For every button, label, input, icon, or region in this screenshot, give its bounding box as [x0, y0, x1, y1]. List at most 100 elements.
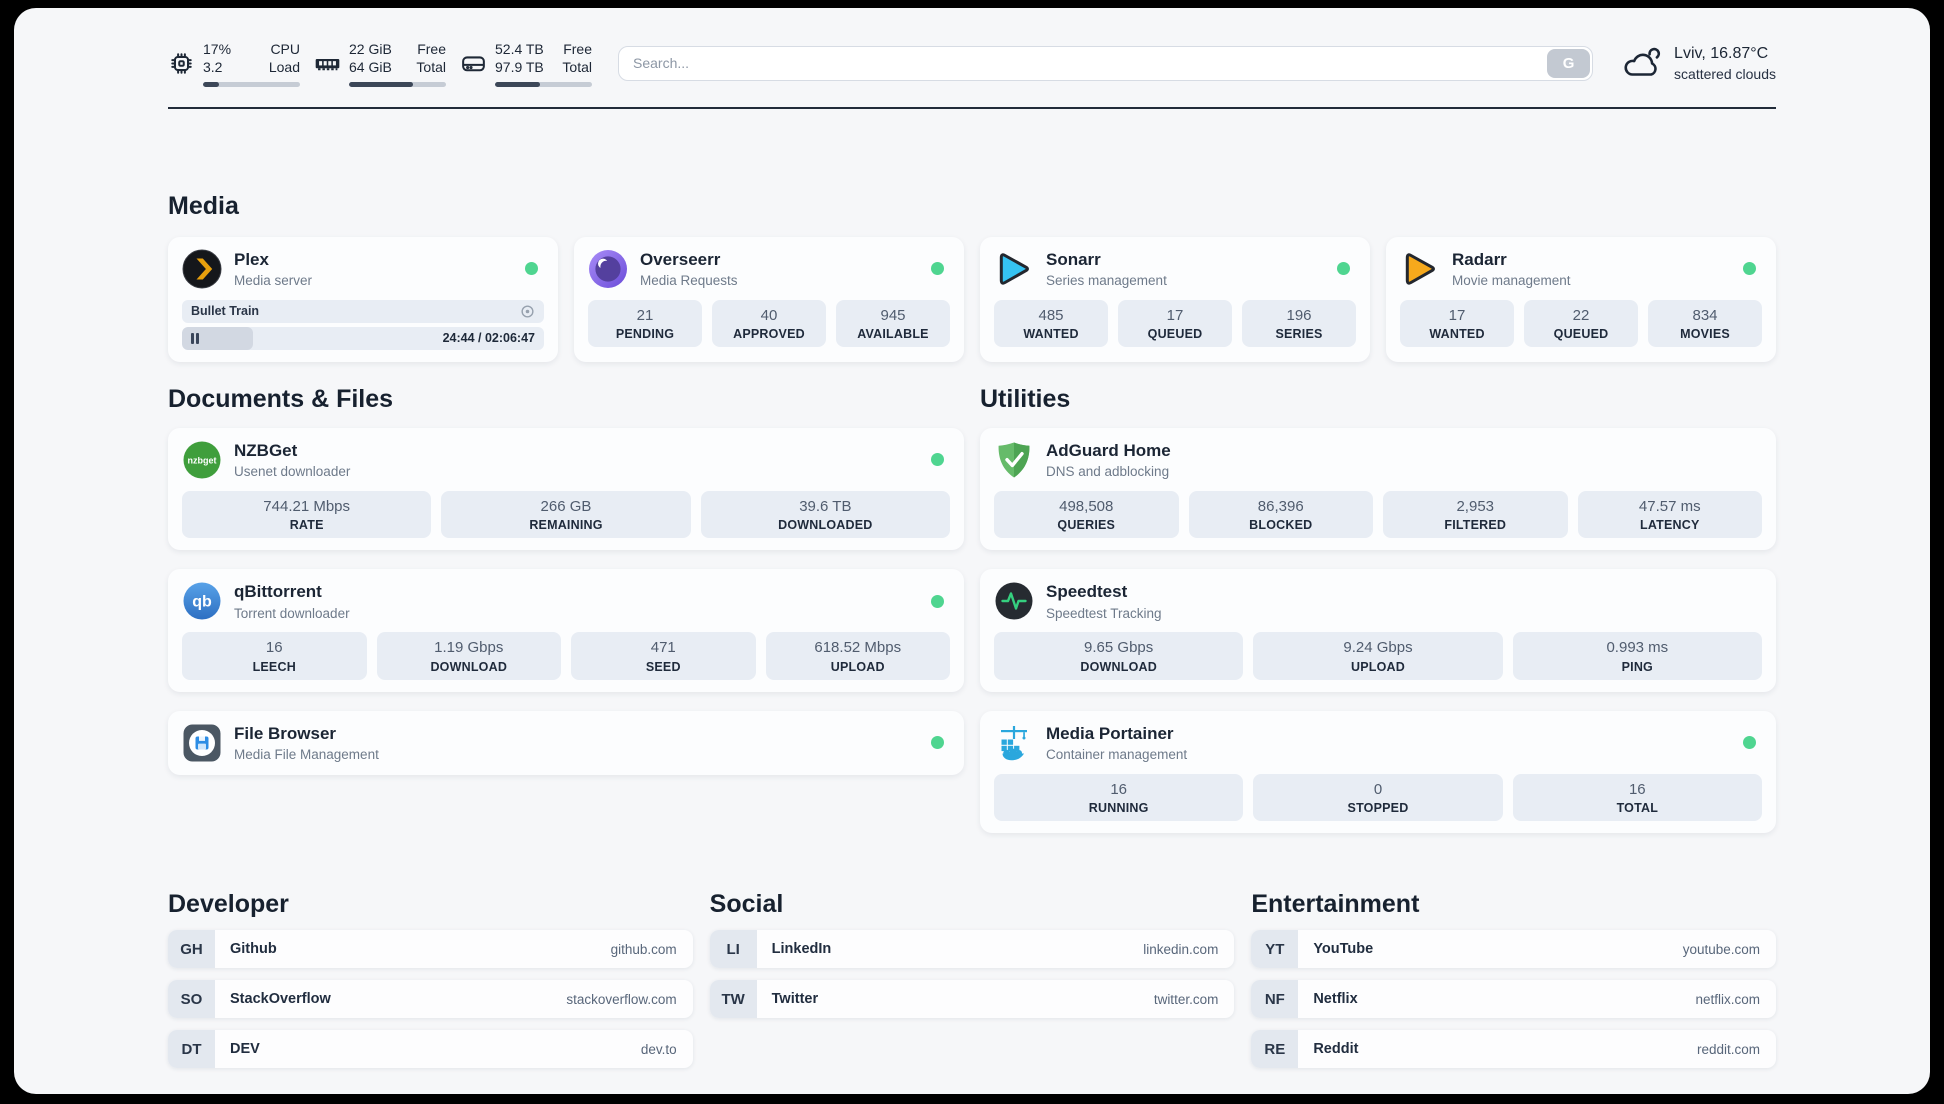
memory-total-value: 64 GiB [349, 59, 392, 76]
bookmark-badge: DT [168, 1030, 215, 1069]
app-card-plex[interactable]: Plex Media server Bullet Train 24:44 / 0… [168, 236, 558, 362]
app-card-portainer[interactable]: Media Portainer Container management 16 … [980, 710, 1776, 834]
bookmark-name: YouTube [1313, 941, 1374, 958]
app-name: AdGuard Home [1046, 440, 1171, 460]
bookmark-badge: LI [709, 930, 757, 969]
search-engine-button[interactable]: G [1547, 48, 1591, 78]
memory-total-label: Total [416, 59, 446, 76]
stat-remaining: 266 GB REMAINING [441, 490, 691, 539]
stat-wanted: 17 WANTED [1400, 299, 1514, 348]
media-grid: Plex Media server Bullet Train 24:44 / 0… [168, 236, 1776, 362]
stat-available: 945 AVAILABLE [836, 299, 950, 348]
now-playing-progress-fill [182, 326, 253, 350]
section-title-entertainment: Entertainment [1251, 890, 1420, 919]
search-input[interactable] [618, 45, 1594, 81]
disk-stat-group: 52.4 TB 97.9 TB Free Total [460, 40, 592, 87]
bookmark-url: linkedin.com [1143, 941, 1219, 957]
bookmark-github[interactable]: GH Github github.com [168, 930, 693, 969]
bookmark-badge: NF [1251, 980, 1299, 1019]
stat-download: 9.65 Gbps DOWNLOAD [994, 632, 1244, 680]
section-title-developer: Developer [168, 890, 289, 919]
bookmark-netflix[interactable]: NF Netflix netflix.com [1251, 980, 1776, 1019]
speedtest-icon [995, 582, 1033, 620]
bookmark-reddit[interactable]: RE Reddit reddit.com [1251, 1030, 1776, 1069]
disk-total-value: 97.9 TB [495, 59, 544, 76]
qbittorrent-icon: qb [183, 582, 221, 620]
cpu-usage-label: CPU [270, 41, 300, 57]
bookmark-dev[interactable]: DT DEV dev.to [168, 1030, 693, 1069]
weather-condition: scattered clouds [1674, 65, 1776, 82]
target-icon [521, 305, 534, 318]
now-playing-progress-row: 24:44 / 02:06:47 [182, 326, 544, 350]
disk-progress-bar [495, 81, 592, 87]
utilities-column: Utilities AdGuard Home DNS [980, 384, 1776, 834]
app-name: Sonarr [1046, 249, 1101, 269]
now-playing-title-row: Bullet Train [182, 299, 544, 323]
stat-queries: 498,508 QUERIES [994, 490, 1179, 539]
memory-stick-icon [315, 58, 340, 71]
documents-column: Documents & Files nzbget NZBGet Usenet d… [168, 384, 964, 834]
app-name: Overseerr [640, 249, 721, 269]
cpu-usage-value: 17% [203, 41, 232, 57]
status-online-dot [931, 453, 944, 467]
app-card-speedtest[interactable]: Speedtest Speedtest Tracking 9.65 Gbps D… [980, 569, 1776, 692]
stat-upload: 618.52 Mbps UPLOAD [765, 632, 950, 680]
memory-free-label: Free [417, 41, 446, 57]
bookmark-name: Github [230, 941, 277, 958]
section-title-media: Media [168, 191, 239, 220]
bookmark-youtube[interactable]: YT YouTube youtube.com [1251, 930, 1776, 969]
status-online-dot [1743, 736, 1756, 750]
now-playing-time: 24:44 / 02:06:47 [442, 331, 535, 346]
stat-seed: 471 SEED [571, 632, 756, 680]
app-description: Series management [1046, 273, 1167, 289]
status-online-dot [1337, 262, 1350, 276]
bookmark-url: twitter.com [1153, 991, 1219, 1007]
stat-download: 1.19 Gbps DOWNLOAD [376, 632, 561, 680]
bookmark-twitter[interactable]: TW Twitter twitter.com [709, 980, 1235, 1019]
app-card-qbittorrent[interactable]: qb qBittorrent Torrent downloader 16 [168, 569, 964, 692]
stat-series: 196 SERIES [1242, 299, 1356, 348]
stat-rate: 744.21 Mbps RATE [182, 490, 432, 539]
plex-icon [182, 249, 222, 289]
app-card-overseerr[interactable]: Overseerr Media Requests 21 PENDING 40 A… [574, 236, 964, 362]
bookmark-badge: YT [1251, 930, 1299, 969]
social-column: Social LI LinkedIn linkedin.com TW Twitt… [709, 889, 1235, 1019]
svg-text:qb: qb [192, 594, 212, 611]
app-card-adguard[interactable]: AdGuard Home DNS and adblocking 498,508 … [980, 427, 1776, 551]
app-name: Speedtest [1046, 582, 1128, 602]
bookmark-url: reddit.com [1696, 1041, 1760, 1057]
app-card-filebrowser[interactable]: File Browser Media File Management [168, 710, 964, 775]
top-bar: 17% 3.2 CPU Load [168, 8, 1776, 87]
stat-upload: 9.24 Gbps UPLOAD [1253, 632, 1503, 680]
bookmark-url: github.com [610, 941, 677, 957]
weather-location-temp: Lviv, 16.87°C [1674, 44, 1769, 62]
disk-progress-fill [495, 81, 540, 87]
app-card-radarr[interactable]: Radarr Movie management 17 WANTED 22 QUE… [1386, 236, 1776, 362]
stat-ping: 0.993 ms PING [1512, 632, 1762, 680]
stat-running: 16 RUNNING [994, 773, 1244, 822]
app-name: NZBGet [234, 440, 298, 460]
disk-free-label: Free [563, 41, 592, 57]
app-description: Container management [1046, 747, 1188, 763]
memory-progress-bar [349, 81, 446, 87]
section-title-utilities: Utilities [980, 384, 1071, 413]
pause-icon [191, 332, 202, 344]
stat-approved: 40 APPROVED [712, 299, 826, 348]
app-card-nzbget[interactable]: nzbget NZBGet Usenet downloader 744.21 M… [168, 427, 964, 551]
cpu-chip-icon [171, 53, 192, 74]
bookmark-linkedin[interactable]: LI LinkedIn linkedin.com [709, 930, 1235, 969]
system-stats: 17% 3.2 CPU Load [168, 40, 592, 87]
app-description: Speedtest Tracking [1046, 605, 1162, 621]
stat-queued: 17 QUEUED [1118, 299, 1232, 348]
bookmark-stackoverflow[interactable]: SO StackOverflow stackoverflow.com [168, 980, 693, 1019]
stat-movies: 834 MOVIES [1648, 299, 1762, 348]
bookmark-name: StackOverflow [230, 991, 331, 1008]
app-card-sonarr[interactable]: Sonarr Series management 485 WANTED 17 Q… [980, 236, 1370, 362]
section-title-social: Social [709, 890, 784, 919]
adguard-icon [998, 442, 1030, 478]
app-description: Torrent downloader [234, 605, 350, 621]
stat-downloaded: 39.6 TB DOWNLOADED [700, 490, 950, 539]
stat-filtered: 2,953 FILTERED [1383, 490, 1568, 539]
cloud-icon [1624, 48, 1661, 77]
nzbget-icon: nzbget [183, 441, 221, 479]
